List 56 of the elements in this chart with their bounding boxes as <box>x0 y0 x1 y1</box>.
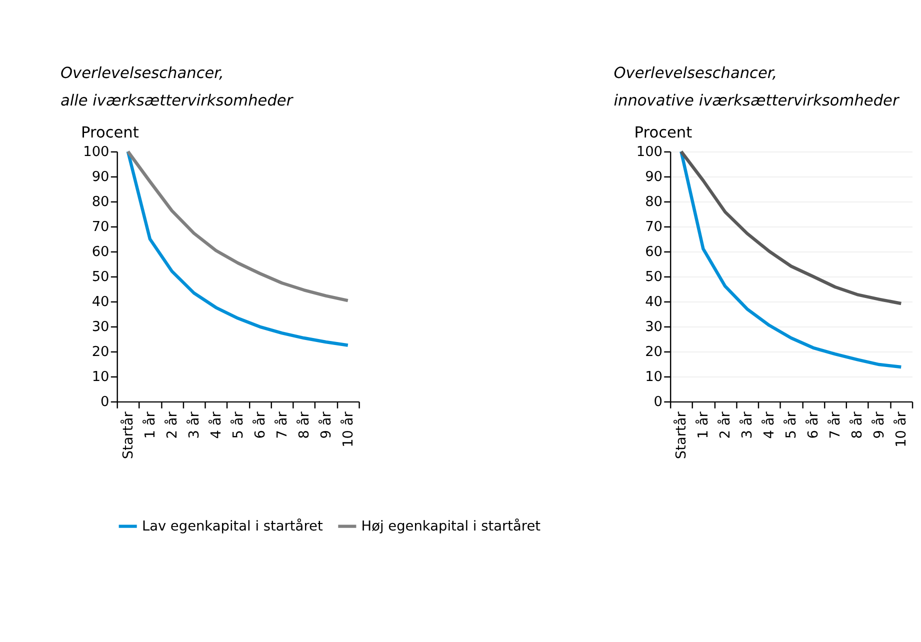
text: Overlevelseschancer, <box>60 64 224 82</box>
x-tick-label: Startår <box>672 411 690 460</box>
x-tick-label: 10 år <box>892 411 910 448</box>
legend-label: Høj egenkapital i startåret <box>361 517 542 534</box>
y-axis-title: Procent <box>81 123 139 142</box>
y-axis-title: Procent <box>634 123 692 142</box>
x-tick-label: 9 år <box>870 411 888 439</box>
line-series <box>680 150 903 369</box>
y-tick-label: 20 <box>645 344 663 360</box>
y-tick-label: 100 <box>636 144 663 160</box>
y-tick-label: 0 <box>654 394 663 410</box>
x-tick-label: 4 år <box>760 411 778 439</box>
y-tick-label: 10 <box>645 368 663 385</box>
y-tick-label: 0 <box>100 394 110 410</box>
y-tick-label: 30 <box>645 318 663 335</box>
y-tick-label: 70 <box>645 218 663 235</box>
line-series <box>680 150 903 306</box>
y-tick-label: 10 <box>92 368 110 385</box>
y-tick-label: 60 <box>92 244 110 260</box>
x-tick-label: 2 år <box>716 411 734 439</box>
x-tick-label: 8 år <box>848 411 866 439</box>
x-tick-label: 10 år <box>339 411 356 448</box>
x-tick-label: 7 år <box>273 411 290 439</box>
x-tick-label: 6 år <box>804 411 822 439</box>
y-tick-label: 80 <box>92 194 110 210</box>
line-series <box>126 150 350 302</box>
y-tick-label: 40 <box>92 294 110 310</box>
x-tick-label: 3 år <box>185 411 202 439</box>
y-tick-label: 20 <box>92 344 110 360</box>
y-tick-label: 70 <box>92 218 110 235</box>
x-tick-label: 4 år <box>207 411 224 439</box>
x-tick-label: 6 år <box>251 411 268 439</box>
y-tick-label: 60 <box>645 244 663 260</box>
y-tick-label: 30 <box>92 318 110 335</box>
legend-label: Lav egenkapital i startåret <box>142 517 324 534</box>
y-tick-label: 80 <box>645 194 663 210</box>
y-tick-label: 50 <box>645 268 663 285</box>
line-series <box>126 150 350 347</box>
x-tick-label: 8 år <box>295 411 312 439</box>
y-tick-label: 90 <box>645 168 663 185</box>
x-tick-label: 7 år <box>826 411 844 439</box>
x-tick-label: 9 år <box>317 411 334 439</box>
x-tick-label: 5 år <box>782 411 800 439</box>
x-tick-label: 5 år <box>229 411 246 439</box>
x-tick-label: Startår <box>119 411 136 460</box>
y-tick-label: 90 <box>92 168 110 185</box>
text: alle iværksættervirksomheder <box>60 92 293 110</box>
y-tick-label: 50 <box>92 268 110 285</box>
y-tick-label: 100 <box>83 144 110 160</box>
x-tick-label: 1 år <box>694 411 712 439</box>
x-tick-label: 3 år <box>738 411 756 439</box>
text: innovative iværksættervirksomheder <box>614 92 899 110</box>
x-tick-label: 1 år <box>141 411 158 439</box>
text: Overlevelseschancer, <box>614 64 778 82</box>
y-tick-label: 40 <box>645 294 663 310</box>
x-tick-label: 2 år <box>163 411 180 439</box>
